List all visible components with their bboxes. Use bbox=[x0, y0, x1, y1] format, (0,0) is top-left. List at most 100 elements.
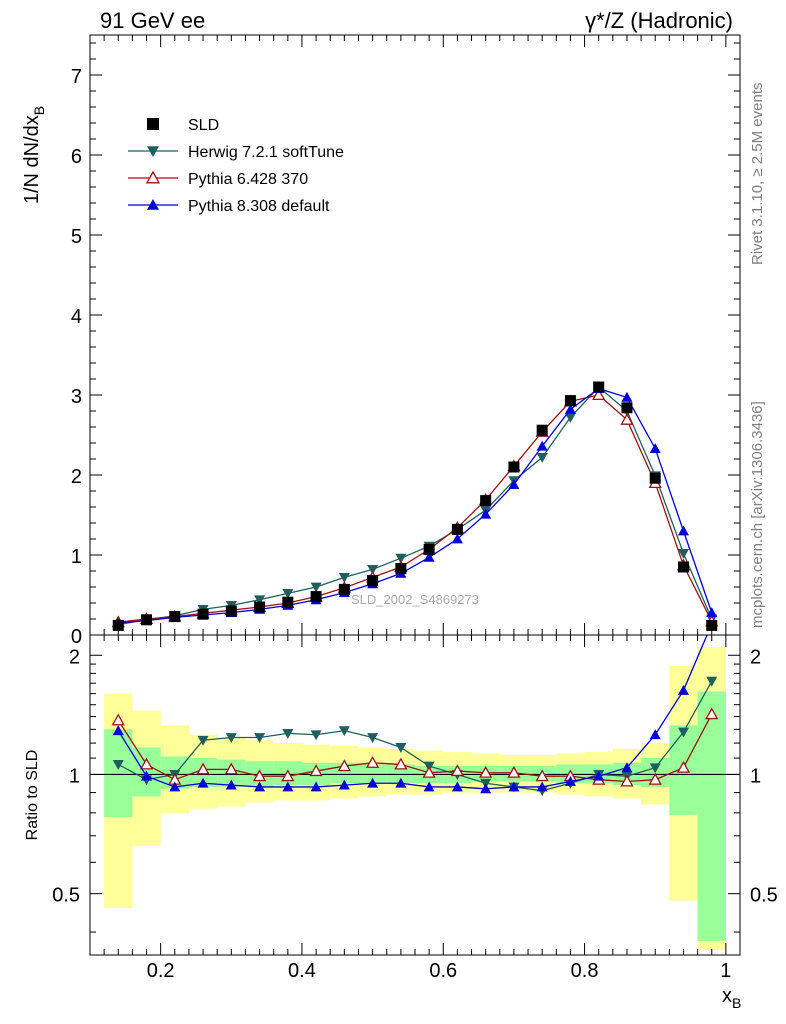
main-point-pythia8 bbox=[508, 479, 520, 489]
main-y-tick-label: 3 bbox=[71, 386, 82, 408]
ratio-point-pythia8 bbox=[508, 781, 520, 792]
main-point-herwig bbox=[677, 549, 689, 559]
ratio-point-pythia8 bbox=[621, 762, 633, 773]
legend-label-pythia6: Pythia 6.428 370 bbox=[188, 171, 308, 188]
ratio-point-pythia6 bbox=[620, 774, 634, 787]
main-point-pythia6 bbox=[620, 412, 634, 425]
ratio-point-pythia8 bbox=[310, 781, 322, 792]
main-point-herwig bbox=[310, 582, 322, 593]
main-point-sld bbox=[593, 381, 605, 393]
main-panel: SLD_2002_S4869273 0 1 2 3 4 5 6 7 1/N dN/dxB SL… bbox=[21, 34, 741, 648]
ratio-point-pythia6 bbox=[196, 762, 210, 775]
ratio-point-pythia8 bbox=[169, 781, 181, 792]
ratio-point-herwig bbox=[649, 763, 661, 774]
main-point-sld bbox=[423, 543, 435, 555]
ratio-y-tick-label: 0.5 bbox=[52, 885, 80, 907]
legend-marker-pythia8 bbox=[147, 199, 159, 210]
ratio-point-pythia8 bbox=[480, 783, 492, 794]
x-axis-label-main: x bbox=[722, 985, 732, 1007]
ratio-y-tick-label-right: 2 bbox=[750, 646, 761, 668]
main-point-sld bbox=[310, 591, 322, 603]
ratio-point-pythia6 bbox=[111, 713, 125, 726]
main-point-sld bbox=[338, 583, 350, 595]
legend: SLD Herwig 7.2.1 softTune Pythia 6.428 370… bbox=[128, 117, 344, 215]
ratio-point-pythia8 bbox=[141, 770, 153, 781]
main-point-sld bbox=[621, 402, 633, 414]
x-tick-label: 1 bbox=[720, 960, 731, 982]
ratio-point-pythia6 bbox=[479, 765, 493, 778]
ratio-y-tick-label: 2 bbox=[69, 646, 80, 668]
main-point-sld bbox=[706, 619, 718, 631]
main-point-pythia8 bbox=[423, 551, 435, 562]
ratio-clipped-group bbox=[111, 635, 719, 797]
ratio-point-pythia6 bbox=[139, 757, 154, 770]
main-y-tick-label: 1 bbox=[71, 546, 82, 568]
ratio-x-axis-label: xB bbox=[722, 985, 741, 1011]
x-tick-label: 0.4 bbox=[288, 960, 316, 982]
ratio-point-pythia6 bbox=[252, 769, 267, 782]
ratio-point-herwig bbox=[338, 726, 350, 737]
main-point-herwig bbox=[367, 565, 379, 575]
main-point-pythia8 bbox=[677, 525, 689, 536]
ratio-point-herwig bbox=[225, 733, 237, 743]
analysis-watermark: SLD_2002_S4869273 bbox=[351, 592, 479, 607]
main-point-pythia8 bbox=[480, 508, 492, 519]
ratio-point-pythia6 bbox=[224, 762, 238, 775]
main-point-pythia6 bbox=[592, 388, 606, 401]
ratio-point-herwig bbox=[395, 743, 407, 753]
main-point-sld bbox=[508, 461, 520, 473]
main-point-sld bbox=[451, 523, 463, 535]
main-y-tick-label: 6 bbox=[71, 146, 82, 168]
main-point-herwig bbox=[338, 573, 350, 583]
main-point-sld bbox=[197, 608, 209, 620]
header-right-title: γ*/Z (Hadronic) bbox=[585, 8, 733, 33]
header-left-title: 91 GeV ee bbox=[100, 8, 205, 33]
legend-label-sld: SLD bbox=[188, 117, 219, 134]
ratio-point-pythia6 bbox=[535, 769, 549, 782]
ratio-point-pythia6 bbox=[366, 755, 380, 768]
ratio-point-pythia8 bbox=[338, 779, 350, 790]
main-point-sld bbox=[225, 605, 237, 617]
ratio-point-pythia6 bbox=[450, 764, 464, 777]
main-point-pythia8 bbox=[706, 607, 718, 617]
main-point-sld bbox=[480, 495, 492, 507]
ratio-point-pythia8 bbox=[254, 781, 266, 792]
ratio-point-pythia8 bbox=[225, 779, 237, 790]
ratio-point-herwig bbox=[282, 728, 294, 739]
ratio-panel: 0.5 0.5 1 1 2 2 0.2 0.4 0.6 0.8 1 Ratio to SLD xB bbox=[24, 634, 778, 1011]
main-point-sld bbox=[254, 601, 266, 613]
main-point-sld bbox=[367, 575, 379, 587]
ratio-series-line-herwig bbox=[117, 680, 713, 792]
main-point-sld bbox=[395, 563, 407, 575]
main-point-sld bbox=[169, 611, 181, 623]
ratio-point-pythia6 bbox=[705, 707, 719, 720]
ratio-y-tick-label: 1 bbox=[69, 765, 80, 787]
ratio-band-inner-bin bbox=[104, 729, 133, 818]
main-y-axis-label: 1/N dN/dxB bbox=[21, 106, 47, 204]
main-point-pythia8 bbox=[649, 443, 661, 453]
legend-label-pythia8: Pythia 8.308 default bbox=[188, 198, 330, 215]
main-point-herwig bbox=[536, 453, 548, 463]
main-point-pythia8 bbox=[564, 403, 576, 414]
main-series-line-pythia8 bbox=[118, 387, 713, 624]
ratio-bands bbox=[90, 646, 740, 951]
ratio-point-pythia6 bbox=[394, 757, 408, 770]
ratio-point-herwig bbox=[112, 760, 124, 770]
main-point-pythia8 bbox=[621, 391, 633, 402]
ratio-point-pythia6 bbox=[309, 764, 323, 777]
ratio-point-herwig bbox=[197, 735, 209, 746]
main-point-sld bbox=[564, 395, 576, 407]
legend-marker-pythia6 bbox=[145, 170, 161, 184]
ratio-point-pythia8 bbox=[197, 777, 209, 788]
ratio-point-pythia6 bbox=[648, 772, 662, 785]
main-point-herwig bbox=[564, 413, 576, 423]
main-axes: 0 1 2 3 4 5 6 7 bbox=[71, 35, 740, 648]
ratio-y-axis-label: Ratio to SLD bbox=[24, 750, 41, 841]
x-tick-label: 0.2 bbox=[147, 960, 175, 982]
ratio-series-line-pythia8 bbox=[117, 635, 708, 790]
ratio-point-pythia6 bbox=[337, 759, 351, 772]
main-point-sld bbox=[677, 561, 689, 573]
ratio-point-herwig bbox=[367, 733, 379, 743]
svg-text:1/N dN/dxB: 1/N dN/dxB bbox=[21, 106, 47, 204]
